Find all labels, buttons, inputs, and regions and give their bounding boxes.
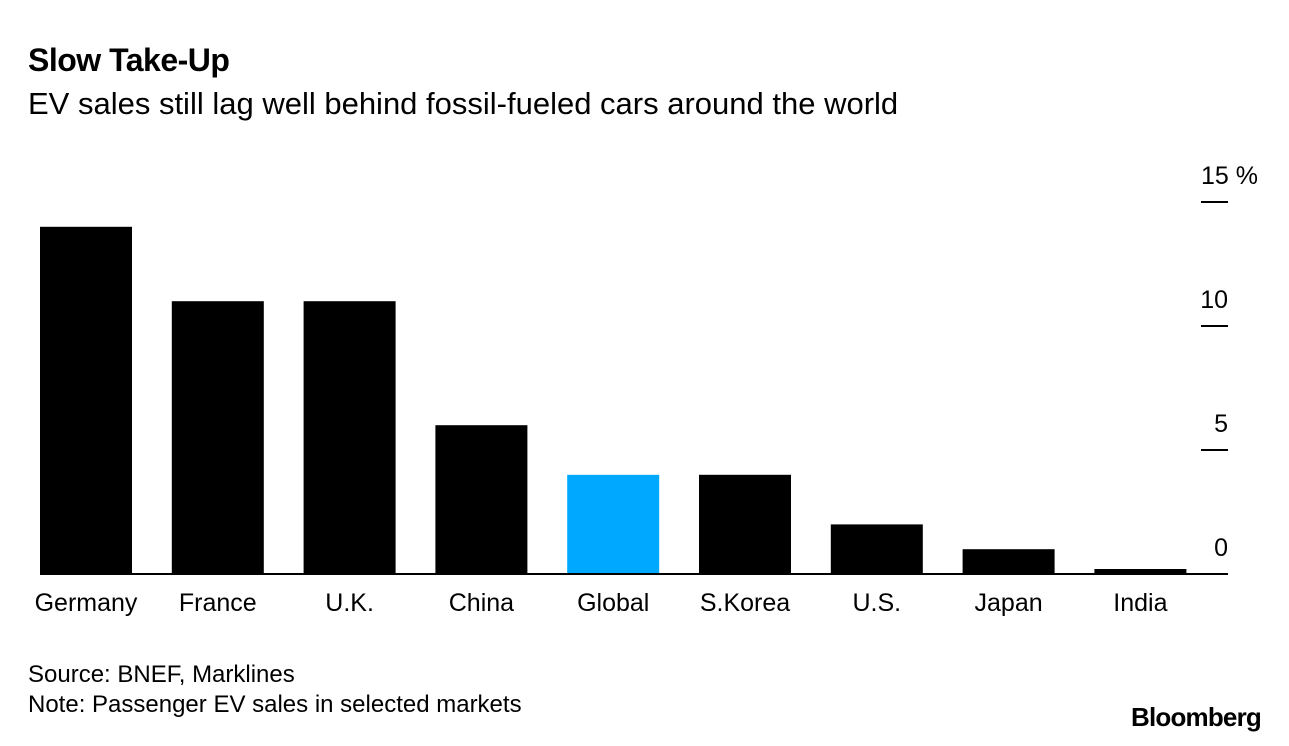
bloomberg-logo: Bloomberg [1130, 702, 1262, 732]
bar-china [435, 425, 528, 574]
x-tick-label: India [1113, 589, 1167, 617]
x-tick-label: Global [577, 589, 649, 617]
y-tick-label: 10 [1200, 286, 1228, 314]
bar-germany [40, 226, 132, 575]
x-tick-label: Germany [35, 589, 138, 617]
y-tick-label: 5 [1214, 410, 1228, 438]
chart-subtitle: EV sales still lag well behind fossil-fu… [28, 86, 899, 121]
y-tick-label: 0 [1214, 534, 1228, 562]
bar-japan [962, 549, 1055, 574]
bar-global [567, 474, 660, 574]
x-tick-label: U.K. [325, 589, 374, 617]
bar-u-k [303, 301, 396, 574]
chart-footer: Source: BNEF, Marklines Note: Passenger … [28, 660, 522, 720]
source-note: Source: BNEF, Marklines [28, 661, 295, 688]
bar-india [1094, 569, 1187, 574]
bar-s-korea [699, 474, 791, 574]
bar-france [171, 301, 264, 574]
x-tick-label: S.Korea [700, 589, 790, 617]
x-tick-label: U.S. [852, 589, 901, 617]
bar-u-s [830, 524, 923, 574]
footnote: Note: Passenger EV sales in selected mar… [28, 691, 522, 718]
chart-title: Slow Take-Up [28, 42, 230, 78]
x-tick-label: China [449, 589, 514, 617]
y-tick-label: 15 % [1201, 162, 1258, 190]
x-tick-label: France [179, 589, 257, 617]
x-tick-label: Japan [975, 589, 1043, 617]
